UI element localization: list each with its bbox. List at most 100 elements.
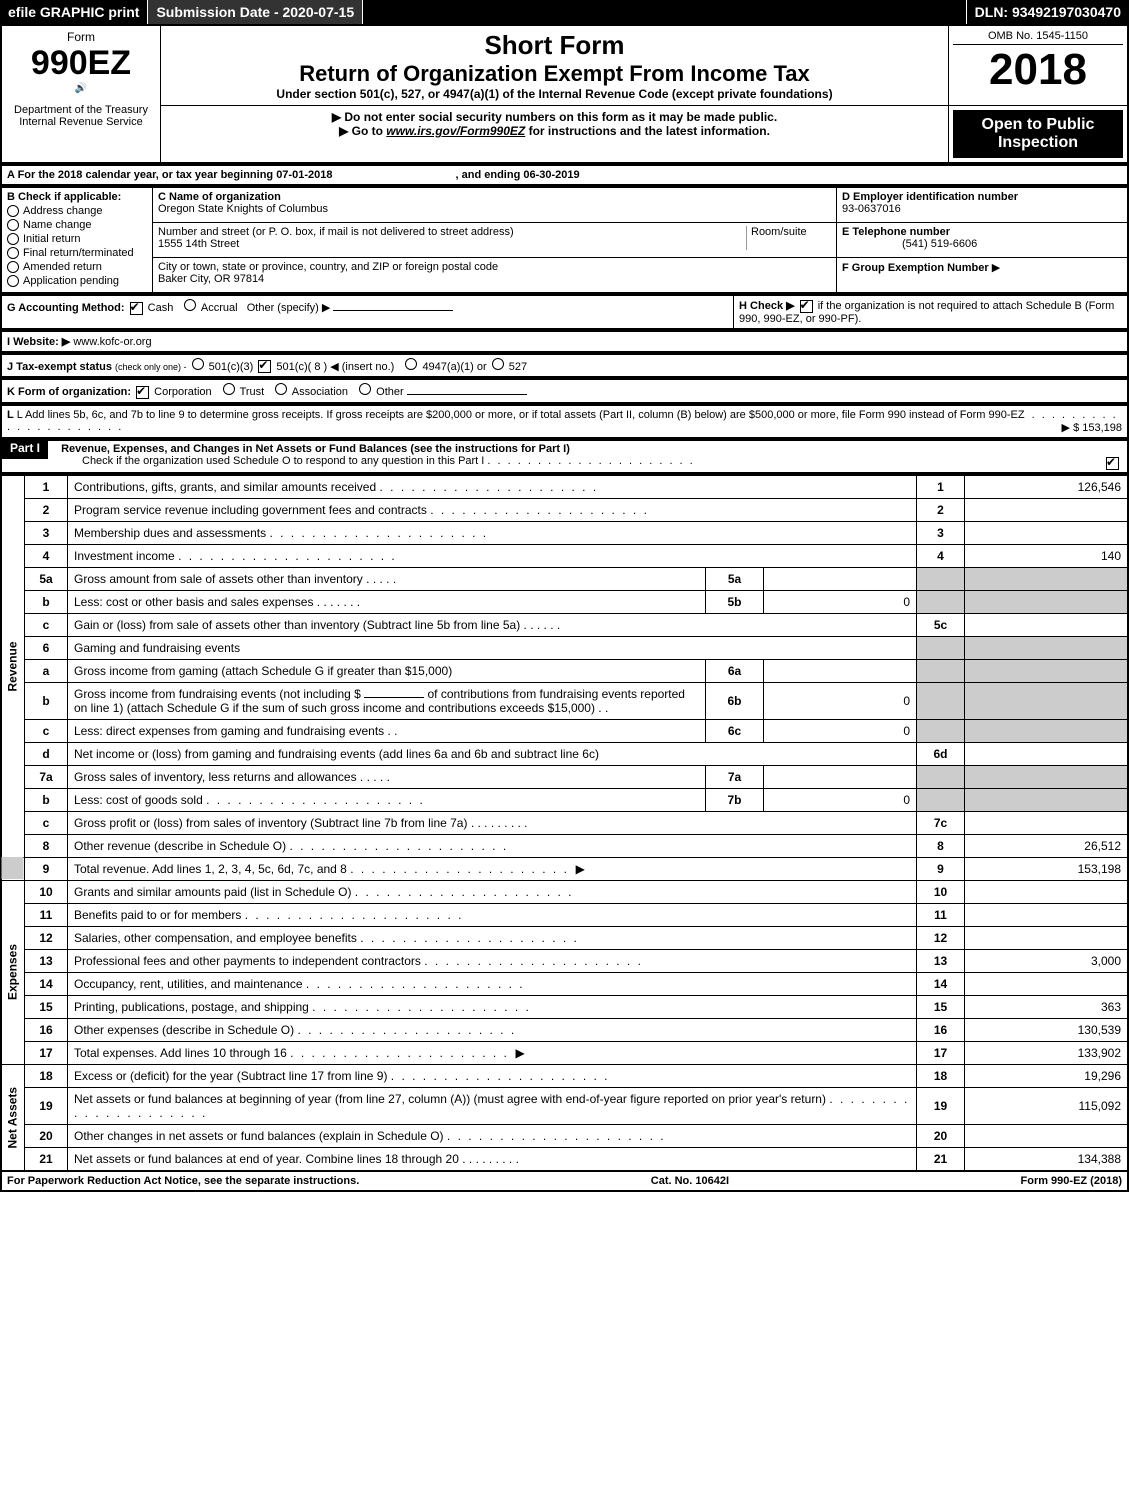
- line-5c-amt: [965, 613, 1129, 636]
- line-6d-desc: Net income or (loss) from gaming and fun…: [74, 747, 599, 761]
- line-20-amt: [965, 1124, 1129, 1147]
- check-corporation[interactable]: [136, 386, 149, 399]
- line-7b-desc: Less: cost of goods sold: [74, 793, 203, 807]
- tax-year: 2018: [953, 45, 1123, 95]
- line-5b-amt-shaded: [965, 590, 1129, 613]
- line-16-amt: 130,539: [965, 1018, 1129, 1041]
- line-6a-sub: 6a: [706, 659, 764, 682]
- expenses-section-label: Expenses: [1, 880, 25, 1064]
- box-h-label: H Check ▶: [739, 300, 795, 312]
- line-12-num: 12: [25, 926, 68, 949]
- line-13-amt: 3,000: [965, 949, 1129, 972]
- line-14-amt: [965, 972, 1129, 995]
- line-10-desc: Grants and similar amounts paid (list in…: [74, 885, 351, 899]
- line-20-num: 20: [25, 1124, 68, 1147]
- line-12-desc: Salaries, other compensation, and employ…: [74, 931, 357, 945]
- line-7a-amt-shaded: [965, 765, 1129, 788]
- line-6b-shaded: [917, 682, 965, 719]
- line-10-ref: 10: [917, 880, 965, 903]
- line-21-desc: Net assets or fund balances at end of ye…: [74, 1152, 459, 1166]
- line-5c-num: c: [25, 613, 68, 636]
- box-l-amount: ▶ $ 153,198: [1062, 421, 1122, 434]
- line-6c-shaded: [917, 719, 965, 742]
- line-6a-subval: [764, 659, 917, 682]
- check-schedule-o[interactable]: [1106, 457, 1119, 470]
- accounting-other: Other (specify) ▶: [247, 302, 331, 314]
- city-label: City or town, state or province, country…: [158, 261, 498, 273]
- check-association[interactable]: [275, 383, 287, 395]
- line-11-ref: 11: [917, 903, 965, 926]
- box-b-label: B Check if applicable:: [7, 191, 147, 203]
- box-g-label: G Accounting Method:: [7, 302, 125, 314]
- line-5c-ref: 5c: [917, 613, 965, 636]
- check-application-pending[interactable]: Application pending: [7, 275, 147, 287]
- line-5b-shaded: [917, 590, 965, 613]
- check-4947[interactable]: [405, 358, 417, 370]
- period-begin: A For the 2018 calendar year, or tax yea…: [7, 169, 332, 181]
- line-10-amt: [965, 880, 1129, 903]
- line-3-amt: [965, 521, 1129, 544]
- line-3-num: 3: [25, 521, 68, 544]
- line-12-amt: [965, 926, 1129, 949]
- main-lines-table: Revenue 1 Contributions, gifts, grants, …: [0, 474, 1129, 1172]
- room-suite-label: Room/suite: [751, 226, 807, 238]
- line-15-num: 15: [25, 995, 68, 1018]
- revenue-section-end: [1, 857, 25, 880]
- box-h-text: if the organization is not required to a…: [739, 300, 1114, 325]
- box-j-label: J Tax-exempt status: [7, 361, 112, 373]
- check-other-org[interactable]: [359, 383, 371, 395]
- line-18-ref: 18: [917, 1064, 965, 1087]
- check-527[interactable]: [492, 358, 504, 370]
- line-5b-num: b: [25, 590, 68, 613]
- check-address-change[interactable]: Address change: [7, 205, 147, 217]
- line-6-num: 6: [25, 636, 68, 659]
- check-name-change[interactable]: Name change: [7, 219, 147, 231]
- line-12-ref: 12: [917, 926, 965, 949]
- line-6d-num: d: [25, 742, 68, 765]
- line-6-amt-shaded: [965, 636, 1129, 659]
- line-3-desc: Membership dues and assessments: [74, 526, 266, 540]
- box-i-label: I Website: ▶: [7, 336, 70, 348]
- check-501c3[interactable]: [192, 358, 204, 370]
- check-initial-return[interactable]: Initial return: [7, 233, 147, 245]
- footer-right: Form 990-EZ (2018): [1021, 1175, 1122, 1187]
- check-501c[interactable]: [258, 360, 271, 373]
- line-6b-desc-pre: Gross income from fundraising events (no…: [74, 687, 361, 701]
- check-trust[interactable]: [223, 383, 235, 395]
- go-to-instructions: ▶ Go to www.irs.gov/Form990EZ for instru…: [165, 124, 944, 138]
- line-6b-subval: 0: [764, 682, 917, 719]
- line-7b-shaded: [917, 788, 965, 811]
- check-amended-return[interactable]: Amended return: [7, 261, 147, 273]
- line-9-num: 9: [25, 857, 68, 880]
- line-18-amt: 19,296: [965, 1064, 1129, 1087]
- group-exemption-arrow: ▶: [992, 262, 1000, 274]
- line-7c-desc: Gross profit or (loss) from sales of inv…: [74, 816, 467, 830]
- line-6b-sub: 6b: [706, 682, 764, 719]
- box-j-note: (check only one) -: [115, 362, 187, 372]
- form-org-row: K Form of organization: Corporation Trus…: [0, 378, 1129, 404]
- check-schedule-b[interactable]: [800, 300, 813, 313]
- part-i-title: Revenue, Expenses, and Changes in Net As…: [61, 443, 570, 455]
- line-6a-desc: Gross income from gaming (attach Schedul…: [74, 664, 452, 678]
- check-cash[interactable]: [130, 302, 143, 315]
- line-5a-subval: [764, 567, 917, 590]
- open-to-public: Open to Public Inspection: [953, 110, 1123, 158]
- check-accrual[interactable]: [184, 299, 196, 311]
- line-6-shaded: [917, 636, 965, 659]
- part-i-header-row: Part I Revenue, Expenses, and Changes in…: [0, 439, 1129, 474]
- irs-label: Internal Revenue Service: [6, 116, 156, 128]
- website-row: I Website: ▶ www.kofc-or.org: [0, 330, 1129, 353]
- irs-link[interactable]: www.irs.gov/Form990EZ: [386, 124, 525, 138]
- line-7c-amt: [965, 811, 1129, 834]
- line-11-desc: Benefits paid to or for members: [74, 908, 241, 922]
- line-13-ref: 13: [917, 949, 965, 972]
- efile-print-link[interactable]: efile GRAPHIC print: [0, 0, 148, 24]
- line-16-desc: Other expenses (describe in Schedule O): [74, 1023, 294, 1037]
- check-final-return[interactable]: Final return/terminated: [7, 247, 147, 259]
- line-7a-sub: 7a: [706, 765, 764, 788]
- footer-left: For Paperwork Reduction Act Notice, see …: [7, 1175, 359, 1187]
- tax-exempt-row: J Tax-exempt status (check only one) - 5…: [0, 353, 1129, 379]
- line-5c-desc: Gain or (loss) from sale of assets other…: [74, 618, 520, 632]
- line-16-num: 16: [25, 1018, 68, 1041]
- line-5b-sub: 5b: [706, 590, 764, 613]
